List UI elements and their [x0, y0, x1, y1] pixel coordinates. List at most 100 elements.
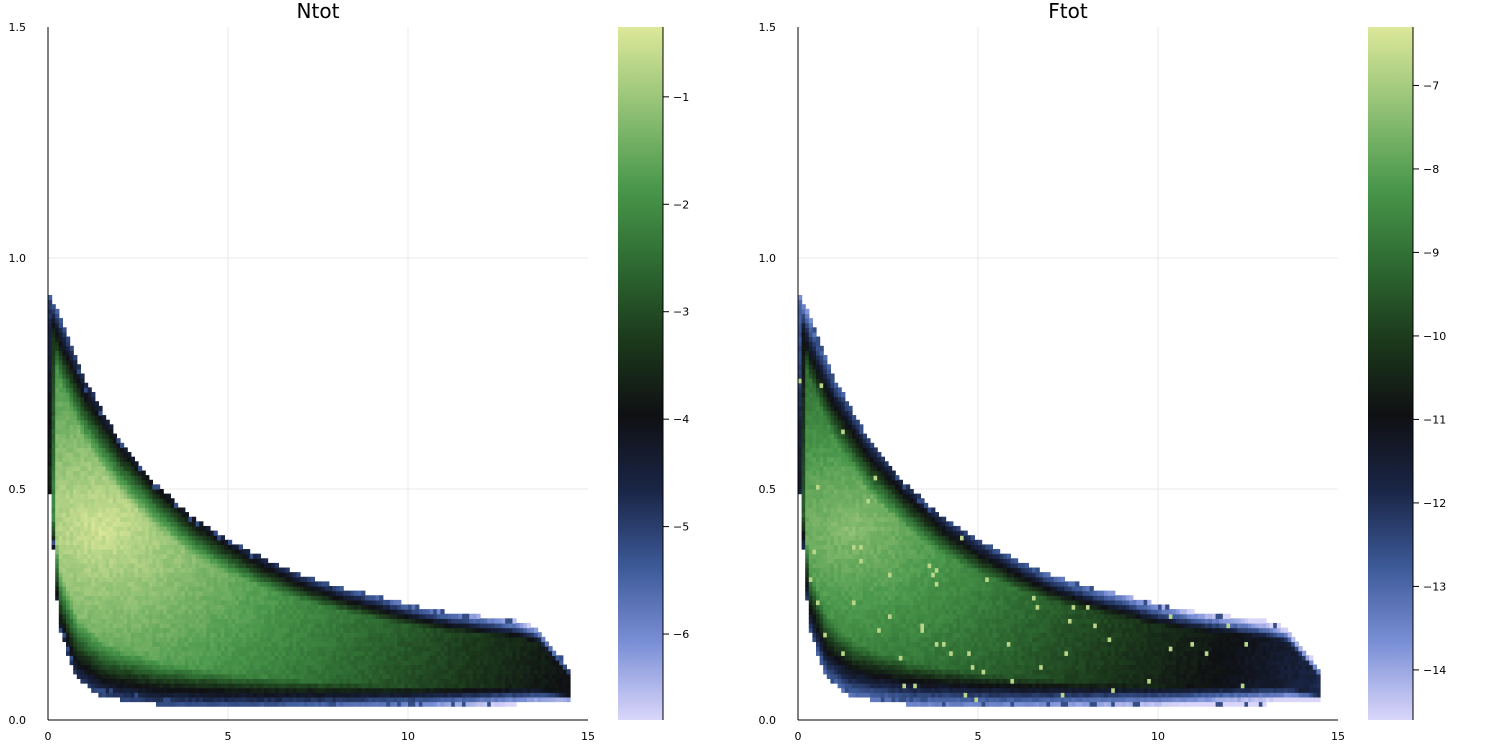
heatmap-cell: [303, 622, 308, 629]
heatmap-cell: [318, 586, 323, 592]
heatmap-cell: [145, 664, 150, 670]
heatmap-cell: [260, 604, 265, 610]
heatmap-cell: [166, 655, 171, 661]
heatmap-cell: [296, 636, 301, 643]
heatmap-cell: [202, 539, 207, 546]
heatmap-cell: [170, 502, 175, 509]
heatmap-cell: [69, 535, 74, 541]
heatmap-cell: [400, 622, 405, 629]
heatmap-cell: [249, 553, 254, 559]
heatmap-cell: [55, 544, 60, 550]
heatmap-cell: [526, 669, 531, 675]
heatmap-cell: [400, 692, 405, 698]
heatmap-cell: [390, 678, 395, 684]
heatmap-cell: [91, 433, 96, 439]
heatmap-cell: [246, 586, 251, 592]
heatmap-cell: [224, 659, 229, 666]
heatmap-cell: [76, 479, 81, 485]
heatmap-cell: [246, 622, 251, 629]
heatmap-cell: [235, 567, 240, 573]
heatmap-cell: [372, 669, 377, 675]
heatmap-cell: [134, 576, 139, 582]
heatmap-cell: [501, 659, 506, 666]
heatmap-cell: [98, 604, 103, 610]
heatmap-cell: [109, 678, 114, 684]
heatmap-cell: [386, 609, 391, 615]
heatmap-cell: [141, 604, 146, 610]
heatmap-cell: [112, 461, 117, 467]
heatmap-cell: [271, 683, 276, 689]
heatmap-cell: [519, 659, 524, 666]
heatmap-cell: [84, 498, 89, 504]
heatmap-cell: [238, 678, 243, 684]
heatmap-cell: [163, 586, 168, 592]
heatmap-cell: [127, 609, 132, 615]
heatmap-cell: [91, 535, 96, 541]
heatmap-cell: [192, 641, 197, 647]
heatmap-cell: [267, 581, 272, 587]
heatmap-cell: [256, 641, 261, 647]
heatmap-cell: [62, 401, 67, 407]
heatmap-cell: [397, 655, 402, 661]
heatmap-cell: [242, 701, 247, 707]
heatmap-cell: [105, 687, 110, 693]
heatmap-cell: [454, 687, 459, 693]
heatmap-cell: [55, 350, 60, 356]
heatmap-cell: [264, 599, 269, 606]
heatmap-cell: [357, 678, 362, 684]
heatmap-cell: [231, 636, 236, 643]
heatmap-cell: [343, 696, 348, 703]
heatmap-cell: [192, 553, 197, 559]
heatmap-cell: [112, 609, 117, 615]
heatmap-cell: [109, 599, 114, 606]
heatmap-cell: [555, 673, 560, 680]
heatmap-cell: [508, 636, 513, 643]
heatmap-cell: [228, 650, 233, 656]
heatmap-cell: [375, 692, 380, 698]
heatmap-cell: [339, 613, 344, 619]
heatmap-cell: [51, 539, 56, 546]
heatmap-cell: [130, 604, 135, 610]
heatmap-cell: [123, 636, 128, 643]
heatmap-cell: [321, 627, 326, 633]
heatmap-cell: [192, 549, 197, 555]
heatmap-cell: [76, 401, 81, 407]
heatmap-cell: [62, 581, 67, 587]
heatmap-cell: [548, 650, 553, 656]
heatmap-cell: [94, 641, 99, 647]
heatmap-cell: [134, 512, 139, 518]
heatmap-cell: [274, 562, 279, 569]
heatmap-cell: [152, 498, 157, 504]
heatmap-cell: [138, 544, 143, 550]
heatmap-cell: [382, 696, 387, 703]
heatmap-cell: [274, 696, 279, 703]
heatmap-cell: [174, 576, 179, 582]
heatmap-cell: [130, 470, 135, 476]
heatmap-cell: [66, 378, 71, 384]
heatmap-cell: [318, 599, 323, 606]
heatmap-cell: [159, 493, 164, 499]
heatmap-cell: [235, 687, 240, 693]
heatmap-cell: [498, 683, 503, 689]
heatmap-cell: [138, 521, 143, 527]
heatmap-cell: [805, 368, 810, 375]
heatmap-cell: [220, 586, 225, 592]
heatmap-cell: [523, 678, 528, 684]
heatmap-cell: [152, 558, 157, 564]
heatmap-cell: [73, 456, 78, 462]
heatmap-cell: [354, 641, 359, 647]
heatmap-cell: [163, 549, 168, 555]
heatmap-cell: [278, 678, 283, 684]
heatmap-cell: [170, 562, 175, 569]
heatmap-cell: [530, 646, 535, 652]
heatmap-cell: [246, 590, 251, 596]
heatmap-cell: [328, 659, 333, 666]
heatmap-cell: [357, 669, 362, 675]
heatmap-cell: [282, 604, 287, 610]
heatmap-cell: [87, 456, 92, 462]
heatmap-cell: [80, 373, 85, 379]
heatmap-cell: [73, 452, 78, 458]
heatmap-cell: [84, 433, 89, 439]
heatmap-cell: [523, 673, 528, 680]
heatmap-cell: [321, 687, 326, 693]
